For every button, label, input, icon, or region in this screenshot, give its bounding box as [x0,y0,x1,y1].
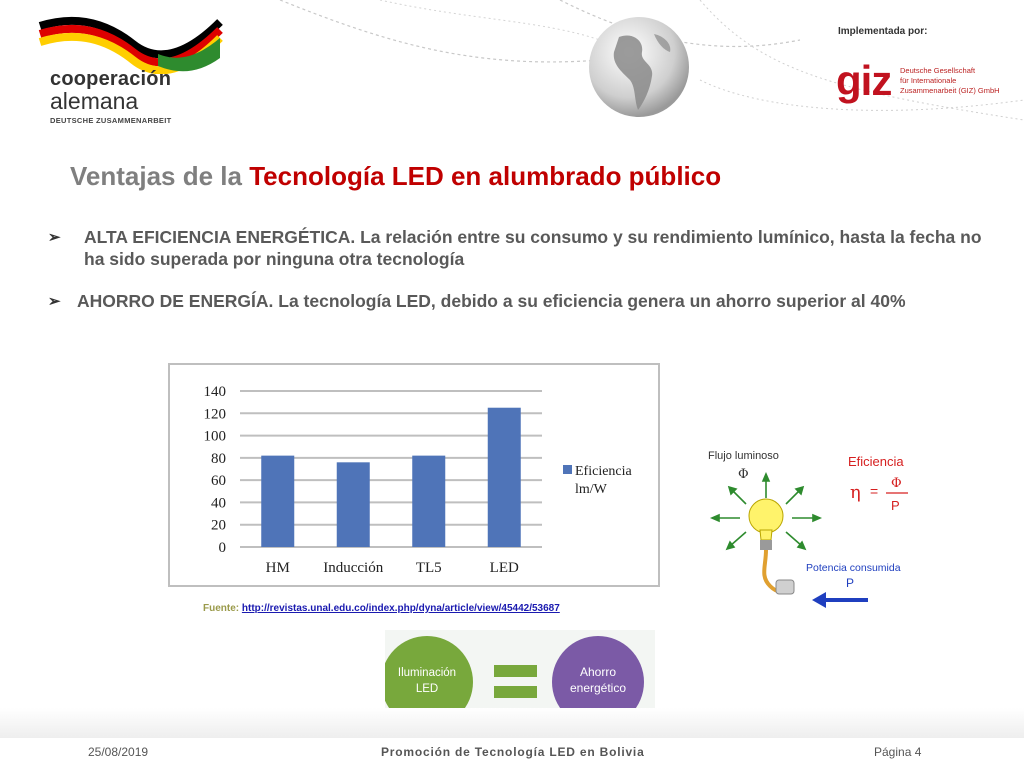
formula-numerator: Φ [891,476,902,491]
footer-title: Promoción de Tecnología LED en Bolivia [381,745,645,759]
power-arrow-icon [812,592,868,608]
bullet-item: ➢ AHORRO DE ENERGÍA. La tecnología LED, … [48,290,998,312]
circle-left-line1: Iluminación [398,667,456,679]
efficiency-diagram: Flujo luminoso Φ Eficiencia η = Φ P Pote… [708,450,908,608]
bullet-text: AHORRO DE ENERGÍA. La tecnología LED, de… [77,291,906,311]
logo-text-cooperacion: cooperación [50,68,172,90]
circles-svg: Iluminación LED Ahorro energético [381,636,644,728]
bar [336,462,370,547]
logo-text-alemana: alemana [50,88,139,114]
eta-symbol: η [850,482,861,503]
formula-denominator: P [891,498,900,513]
x-tick-label: LED [490,560,519,576]
x-tick-label: HM [266,560,290,576]
y-tick-label: 20 [211,518,226,534]
efficiency-bar-chart: 0 20 40 60 80 100 120 140 HM Inducción TL5 LED Efici… [168,363,660,587]
title-part-grey: Ventajas de la [70,161,250,191]
cooperacion-alemana-logo: cooperación alemana DEUTSCHE ZUSAMMENARB… [38,14,228,125]
flag-ribbon-icon [38,16,223,75]
circle-right-line2: energético [570,681,626,695]
x-tick-label: TL5 [416,560,442,576]
giz-logo-text: Deutsche Gesellschaft für Internationale… [900,66,1020,96]
equals-symbol: = [870,483,878,499]
circle-right-line1: Ahorro [580,665,616,679]
y-tick-label: 0 [219,540,227,556]
light-rays [709,471,823,551]
bar [261,455,295,547]
footer-band [0,708,1024,738]
y-tick-label: 40 [211,495,226,511]
giz-text-line: Zusammenarbeit (GIZ) GmbH [900,86,1000,95]
implemented-by-label: Implementada por: [838,26,928,37]
logo-text-deutsche: DEUTSCHE ZUSAMMENARBEIT [50,116,172,125]
title-part-red: Tecnología LED en alumbrado público [249,161,722,191]
bar [412,455,446,547]
legend-swatch [563,465,572,474]
giz-text-line: Deutsche Gesellschaft [900,66,976,75]
slide-title: Ventajas de la Tecnología LED en alumbra… [70,161,721,192]
legend-label: lm/W [575,482,608,497]
bullet-arrow-icon: ➢ [48,293,61,310]
efficiency-label: Eficiencia [848,454,904,469]
y-tick-label: 100 [204,429,227,445]
giz-text-line: für Internationale [900,76,957,85]
bullet-arrow-icon: ➢ [48,229,61,246]
y-tick-label: 60 [211,473,226,489]
source-note: Fuente: http://revistas.unal.edu.co/inde… [203,603,560,614]
y-tick-label: 140 [204,384,227,400]
chart-svg: 0 20 40 60 80 100 120 140 HM Inducción TL5 LED Efici… [204,384,633,576]
flux-symbol: Φ [738,467,749,482]
footer-page-number: Página 4 [874,745,922,759]
globe-icon [589,17,689,117]
header-swirl-decoration [279,0,1024,121]
light-bulb-icon [748,498,795,595]
footer-date: 25/08/2019 [88,745,149,759]
source-link[interactable]: http://revistas.unal.edu.co/index.php/dy… [241,603,560,614]
circle-left-line2: LED [416,683,438,695]
bullet-text: ALTA EFICIENCIA ENERGÉTICA. La relación … [84,227,982,269]
flux-label: Flujo luminoso [708,450,779,462]
source-label: Fuente: [203,603,240,614]
power-label: Potencia consumida [806,562,901,574]
bar [487,407,521,547]
bullet-item: ➢ ALTA EFICIENCIA ENERGÉTICA. La relació… [48,226,998,270]
y-tick-label: 120 [204,406,227,422]
x-tick-label: Inducción [323,560,383,576]
legend-label: Eficiencia [575,464,633,479]
y-tick-label: 80 [211,451,226,467]
giz-logo: giz [836,57,892,104]
power-symbol: P [846,576,854,590]
